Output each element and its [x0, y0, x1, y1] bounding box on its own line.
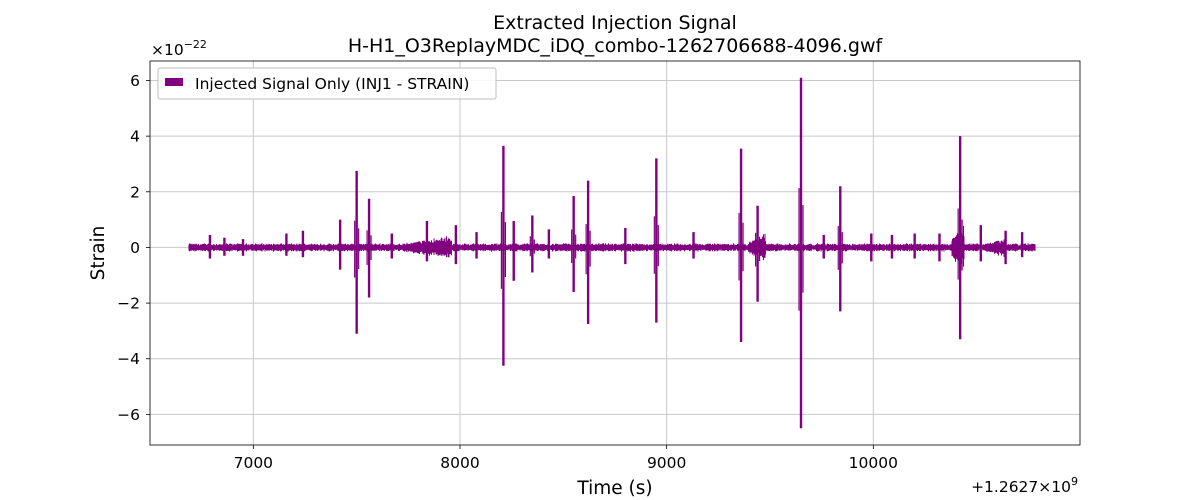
x-tick-label-2: 9000: [647, 454, 686, 472]
y-tick-label-0: −6: [117, 406, 140, 424]
x-offset-label: +1.2627×109: [971, 475, 1078, 496]
series-layer: [188, 77, 1036, 429]
y-tick-label-6: 6: [130, 72, 140, 90]
x-axis-label: Time (s): [576, 478, 652, 499]
y-axis-label: Strain: [88, 226, 109, 281]
y-scale-label: ×10−22: [151, 38, 207, 59]
legend-swatch: [165, 78, 183, 86]
x-tick-label-3: 10000: [849, 454, 898, 472]
y-tick-label-1: −4: [117, 350, 140, 368]
chart-subtitle: H-H1_O3ReplayMDC_iDQ_combo-1262706688-40…: [348, 35, 884, 57]
y-tick-label-4: 2: [130, 183, 140, 201]
legend-label: Injected Signal Only (INJ1 - STRAIN): [195, 75, 469, 93]
y-tick-label-3: 0: [130, 239, 140, 257]
plot-frame: [149, 60, 1081, 446]
legend-box: [157, 67, 497, 100]
y-tick-label-5: 4: [130, 128, 140, 146]
x-tick-label-0: 7000: [234, 454, 273, 472]
legend: Injected Signal Only (INJ1 - STRAIN): [157, 67, 497, 100]
y-tick-label-2: −2: [117, 295, 140, 313]
y-axis: −6 −4 −2 0 2 4 6: [117, 72, 150, 424]
svg-text:+1.2627×109: +1.2627×109: [971, 475, 1078, 496]
chart-title: Extracted Injection Signal: [493, 12, 737, 34]
x-tick-label-1: 8000: [440, 454, 479, 472]
svg-text:×10−22: ×10−22: [151, 38, 207, 59]
x-axis: 7000 8000 9000 10000: [234, 445, 898, 472]
